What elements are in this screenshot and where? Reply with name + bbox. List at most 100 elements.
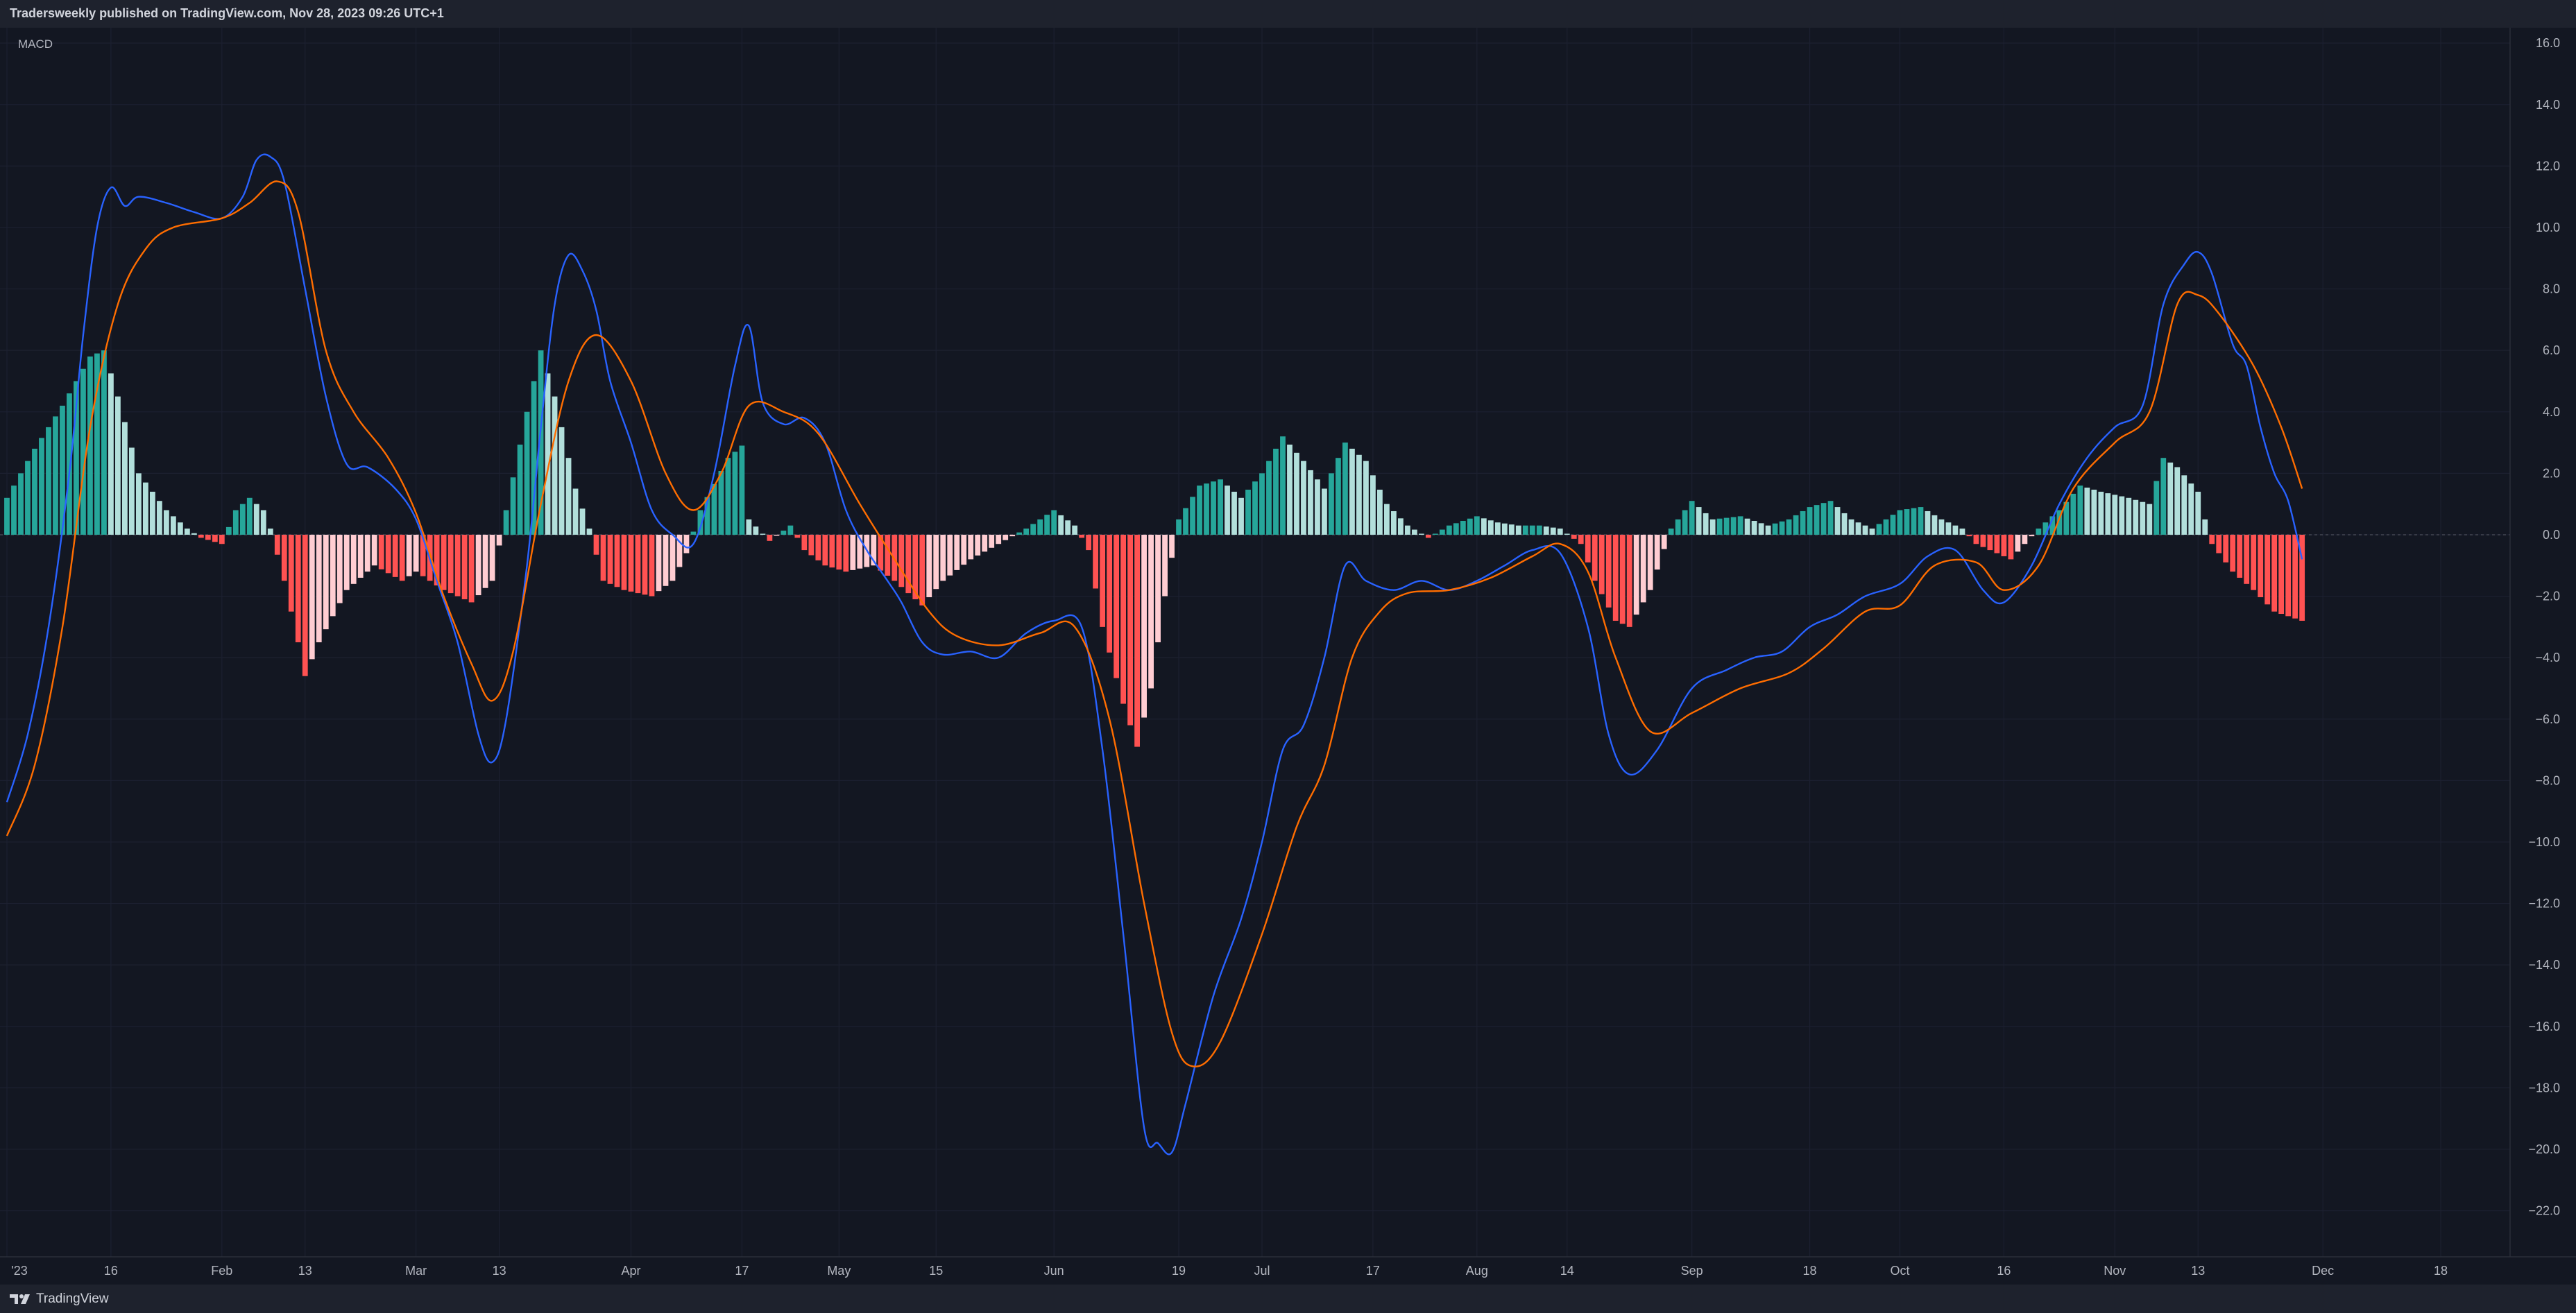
- histogram-bar: [815, 534, 821, 560]
- histogram-bar: [371, 534, 377, 566]
- x-tick-label: Aug: [1466, 1264, 1488, 1278]
- histogram-bar: [1397, 518, 1404, 535]
- histogram-bar: [1211, 481, 1216, 535]
- histogram-bar: [2147, 504, 2153, 535]
- macd-chart[interactable]: 16.0 14.0 12.0 10.0 8.0 6.0 4.0 2.0 0.0 −2.0 −4.0 −…: [0, 28, 2576, 1285]
- histogram-bar: [239, 504, 246, 535]
- histogram-bar: [260, 510, 266, 535]
- histogram-bar: [1682, 510, 1688, 535]
- histogram-bar: [1114, 534, 1120, 678]
- histogram-bar: [600, 534, 606, 581]
- histogram-bar: [1529, 525, 1535, 535]
- histogram-bar: [975, 534, 981, 556]
- histogram-bar: [2160, 458, 2167, 535]
- chart-area[interactable]: 16.0 14.0 12.0 10.0 8.0 6.0 4.0 2.0 0.0 −2.0 −4.0 −…: [0, 28, 2576, 1285]
- histogram-bar: [593, 534, 599, 555]
- histogram-bar: [468, 534, 475, 603]
- y-tick-label: 10.0: [2536, 221, 2560, 234]
- histogram-bar: [989, 534, 995, 548]
- histogram-bar: [1834, 507, 1841, 535]
- histogram-bar: [1418, 533, 1424, 535]
- histogram-bar: [1460, 521, 1466, 535]
- histogram-bar: [1370, 475, 1376, 535]
- histogram-bar: [302, 534, 308, 676]
- histogram-bar: [1925, 510, 1931, 535]
- histogram-bar: [982, 534, 988, 552]
- histogram-bar: [413, 534, 419, 572]
- histogram-bar: [2022, 534, 2028, 544]
- price-axis[interactable]: 16.0 14.0 12.0 10.0 8.0 6.0 4.0 2.0 0.0 −2.0 −4.0 −…: [2509, 28, 2576, 1285]
- histogram-bar: [1703, 513, 1709, 535]
- histogram-bar: [2174, 467, 2181, 535]
- histogram-bar: [2029, 534, 2035, 537]
- histogram-bar: [1225, 486, 1230, 535]
- histogram-bar: [246, 497, 253, 535]
- histogram-bar: [25, 461, 31, 535]
- histogram-bar: [1501, 523, 1508, 535]
- histogram-bar: [1592, 534, 1598, 581]
- histogram-bar: [1183, 508, 1188, 535]
- histogram-bar: [1723, 517, 1730, 535]
- histogram-bar: [1176, 519, 1182, 535]
- histogram-bar: [1016, 532, 1023, 535]
- histogram-bar: [1051, 510, 1057, 535]
- x-tick-label: 16: [1997, 1264, 2011, 1278]
- publish-info: Tradersweekly published on TradingView.c…: [10, 6, 444, 20]
- macd-line: [6, 153, 2303, 1156]
- histogram-bar: [2299, 534, 2305, 621]
- histogram-bar: [336, 534, 343, 603]
- histogram-bar: [676, 534, 683, 567]
- x-tick-label: 13: [493, 1264, 506, 1278]
- histogram-bar: [1689, 501, 1695, 535]
- histogram-bar: [1647, 534, 1653, 590]
- footer-brand[interactable]: TradingView: [10, 1291, 109, 1307]
- x-tick-label: Feb: [211, 1264, 232, 1278]
- histogram-bar: [1107, 534, 1113, 653]
- histogram-bar: [1044, 515, 1050, 535]
- histogram-bar: [1273, 448, 1279, 535]
- y-tick-label: −2.0: [2535, 590, 2560, 603]
- histogram-bar: [1134, 534, 1140, 747]
- histogram-bar: [2195, 491, 2201, 535]
- histogram-bar: [1945, 522, 1952, 535]
- time-axis[interactable]: '23 16 Feb 13 Mar 13 Apr 17 May 15 Jun 19 Jul 17 Aug 14…: [0, 1256, 2576, 1285]
- histogram-bar: [1883, 519, 1889, 535]
- histogram-bar: [1973, 534, 1979, 544]
- histogram-bar: [697, 510, 703, 535]
- histogram-bar: [1058, 515, 1064, 535]
- histogram-bar: [11, 486, 17, 535]
- histogram-bar: [1030, 524, 1037, 535]
- y-tick-label: −18.0: [2528, 1081, 2560, 1095]
- histogram-bar: [1162, 534, 1168, 597]
- histogram-bar: [753, 526, 759, 535]
- histogram-bar: [1439, 529, 1445, 535]
- histogram-bar: [794, 534, 801, 538]
- histogram-bar: [1218, 479, 1223, 535]
- histogram-bar: [1245, 489, 1251, 535]
- histogram-bar: [1619, 534, 1626, 624]
- histogram-bar: [1522, 525, 1528, 535]
- histogram-bar: [1294, 452, 1299, 535]
- histogram-bar: [1349, 448, 1355, 535]
- y-tick-label: 14.0: [2536, 98, 2560, 112]
- footer-brand-text: TradingView: [36, 1291, 109, 1306]
- histogram-bar: [1862, 525, 1868, 535]
- histogram-bar: [1543, 526, 1549, 535]
- histogram-bar: [74, 381, 79, 535]
- histogram-bar: [1141, 534, 1147, 718]
- histogram-bar: [1571, 534, 1577, 539]
- histogram-bar: [288, 534, 294, 612]
- histogram-bar: [1918, 507, 1924, 535]
- histogram-bar: [461, 534, 468, 599]
- histogram-bar: [309, 534, 315, 660]
- histogram-bar: [18, 473, 24, 535]
- histogram-bar: [552, 396, 558, 535]
- histogram-bar: [1758, 523, 1764, 535]
- indicator-label[interactable]: MACD: [18, 37, 53, 51]
- macd-lines: [6, 153, 2303, 1156]
- histogram-bar: [1578, 534, 1584, 544]
- histogram-bar: [364, 534, 370, 572]
- histogram-bar: [205, 534, 211, 540]
- histogram-bar: [1474, 516, 1480, 535]
- histogram-bar: [1931, 515, 1938, 535]
